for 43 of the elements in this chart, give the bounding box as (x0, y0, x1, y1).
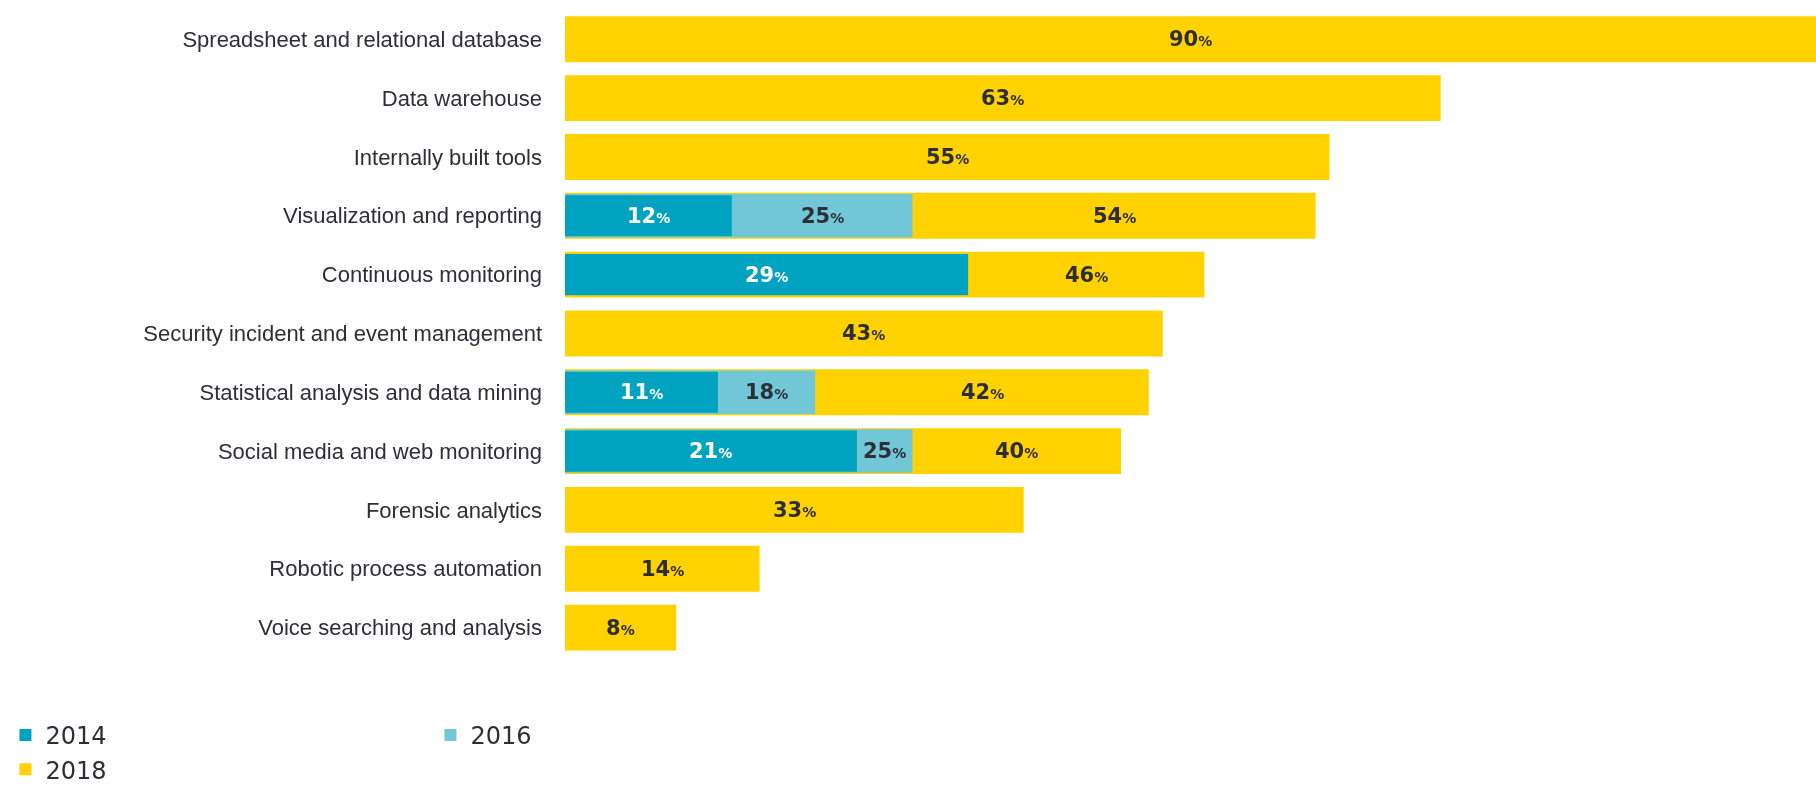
bar (565, 604, 677, 651)
legend-label: 2018 (45, 756, 107, 785)
bar (565, 134, 1330, 180)
y-tick-label: Security incident and event management (143, 321, 542, 347)
data-label: 12% (627, 204, 671, 228)
bar (565, 16, 1816, 63)
data-label: 42% (961, 380, 1005, 404)
y-tick-label: Social media and web monitoring (217, 438, 542, 464)
y-tick-label: Robotic process automation (269, 556, 542, 582)
data-label: 33% (773, 498, 817, 522)
bar (565, 430, 857, 472)
data-label: 90% (1169, 27, 1213, 51)
bar (565, 310, 1163, 357)
bar (565, 75, 1441, 122)
y-tick-label: Internally built tools (353, 144, 542, 170)
bar (565, 195, 732, 237)
data-label: 40% (995, 439, 1039, 463)
legend-label: 2014 (45, 722, 107, 751)
data-label: 18% (745, 380, 789, 404)
bar (565, 371, 718, 413)
y-tick-label: Visualization and reporting (283, 203, 542, 229)
y-tick-label: Voice searching and analysis (258, 615, 542, 641)
y-tick-label: Data warehouse (381, 85, 542, 111)
data-label: 11% (620, 380, 664, 404)
data-label: 21% (689, 439, 733, 463)
data-label: 46% (1065, 263, 1109, 287)
y-tick-label: Statistical analysis and data mining (199, 379, 542, 405)
bar (565, 486, 1024, 533)
data-label: 29% (745, 263, 789, 287)
legend-label: 2016 (470, 722, 532, 751)
y-tick-label: Forensic analytics (365, 497, 542, 523)
data-label: 14% (641, 557, 685, 581)
data-label: 25% (801, 204, 845, 228)
data-label: 55% (926, 145, 970, 169)
bar (565, 545, 760, 592)
data-label: 25% (863, 439, 907, 463)
data-label: 8% (606, 616, 635, 640)
data-label: 54% (1093, 204, 1137, 228)
y-tick-label: Spreadsheet and relational database (182, 27, 542, 52)
data-label: 43% (842, 321, 886, 345)
y-tick-label: Continuous monitoring (321, 262, 542, 288)
bar (565, 254, 969, 296)
data-label: 63% (981, 86, 1025, 110)
